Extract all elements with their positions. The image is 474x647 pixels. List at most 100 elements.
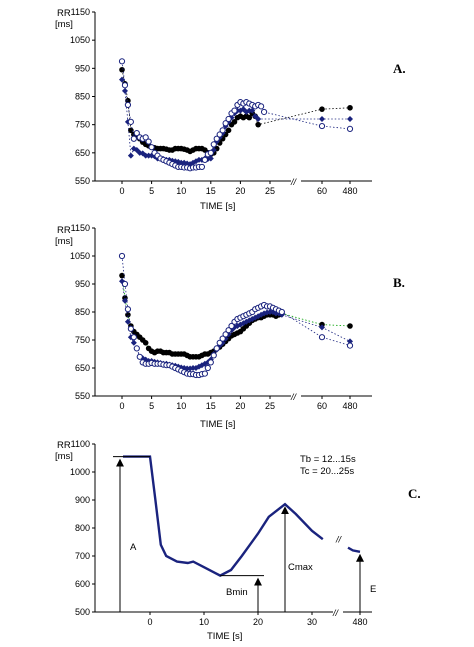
panel-a-plot-area: // 550 650 750 850 950 1050 1150 0 5 10 15 20 25 60 480 (70, 7, 372, 196)
panel-a-series-0-point (125, 97, 131, 104)
panel-b-xtick-label: 5 (149, 401, 154, 411)
panel-c-letter: C. (408, 486, 421, 501)
panel-a-series-2-point (225, 115, 232, 123)
panel-c-label-a: A (130, 542, 137, 553)
panel-c-ytick-label: 500 (75, 607, 90, 617)
panel-b-ytick-label: 1050 (70, 251, 90, 261)
panel-b-letter: B. (393, 275, 405, 290)
panel-a-series-2-point (142, 134, 149, 141)
panel-a-series-2-point (219, 127, 226, 134)
panel-b-series-2-point (225, 327, 232, 334)
panel-b-series-2-point (228, 322, 235, 330)
panel-a-axis-break: // (290, 177, 298, 187)
panel-a-series-1-point (127, 152, 134, 159)
panel-a-ytick-label: 1050 (70, 35, 90, 45)
panel-a-series-1-point (255, 116, 262, 123)
panel-b-series-2-point (278, 308, 285, 316)
panel-b-series-2-point (318, 334, 326, 341)
panel-a-series-2-point (127, 118, 134, 125)
panel-a-xtick-label: 5 (149, 186, 154, 196)
panel-b-ytick-label: 850 (75, 307, 90, 317)
panel-b-series-2-point (213, 345, 220, 352)
panel-c-curve (123, 455, 324, 577)
panel-a-series-2-point (148, 144, 155, 151)
panel-b-series-1-point (319, 324, 325, 331)
panel-a-ytick-label: 650 (75, 148, 90, 158)
panel-b-ytick-label: 750 (75, 335, 90, 345)
panel-c-curve-tail (347, 546, 361, 553)
panel-a-series-0-point (119, 66, 125, 73)
panel-b-series-2-point (130, 334, 137, 341)
panel-a-series-2-point (121, 82, 129, 89)
panel-a-series-0-point (347, 104, 353, 111)
panel-a-series-2-point (124, 101, 132, 109)
panel-a-xtick-label: 20 (235, 186, 245, 196)
panel-a-series-2-point (258, 103, 265, 110)
panel-a-series-0-point (319, 106, 325, 112)
panel-a-xtick-label: 15 (206, 186, 216, 196)
panel-c-xlabel: TIME [s] (207, 631, 242, 642)
panel-a-xlabel: TIME [s] (200, 201, 235, 212)
panel-b-series-1-point (124, 318, 131, 325)
panel-b-series-2-point (121, 280, 129, 288)
panel-a-xtick-label: 10 (176, 186, 186, 196)
panel-c-xtick-label: 0 (147, 617, 152, 627)
panel-c-ytick-label: 600 (75, 579, 90, 589)
panel-a: RR [ms] A. TIME [s] //550650750850950105… (55, 7, 406, 212)
panel-b-series-2-point (201, 370, 208, 377)
panel-b-series-2-point (118, 252, 126, 260)
panel-a-ytick-label: 850 (75, 92, 90, 102)
panel-c-axis-break: // (332, 608, 340, 618)
panel-a-series-1-point (319, 116, 325, 123)
panel-b-series-2-point (216, 339, 223, 346)
panel-b-xtick-label: 0 (119, 401, 124, 411)
panel-a-xtick-label: 480 (342, 186, 357, 196)
panel-b-ylabel-unit: [ms] (55, 236, 73, 247)
panel-a-ylabel-unit: [ms] (55, 19, 73, 30)
panel-c-ytick-label: 1000 (70, 467, 90, 477)
panel-b-series-2-point (219, 335, 226, 342)
panel-b-xtick-label: 480 (342, 401, 357, 411)
panel-b-xtick-label: 60 (317, 401, 327, 411)
panel-b-ytick-label: 550 (75, 391, 90, 401)
panel-b-ytick-label: 1150 (71, 223, 90, 233)
panel-a-series-2-point (201, 156, 208, 163)
panel-a-ytick-label: 1150 (71, 7, 90, 17)
panel-b-series-0-line (121, 275, 351, 358)
panel-a-series-2-point (318, 122, 326, 130)
panel-a-series-2-point (145, 138, 152, 145)
panel-a-series-1-point (119, 76, 125, 83)
panel-a-xtick-label: 25 (265, 186, 275, 196)
panel-c-ytick-label: 700 (75, 551, 90, 561)
panel-b-series-1-point (121, 297, 128, 304)
panel-c-xtick-label: 480 (352, 617, 367, 627)
panel-b-xlabel: TIME [s] (200, 419, 235, 430)
panel-a-series-2-point (130, 135, 137, 142)
panel-a-ytick-label: 550 (75, 176, 90, 186)
panel-c-ytick-label: 800 (75, 523, 90, 533)
panel-a-series-0-point (231, 119, 238, 125)
panel-b-series-2-point (124, 306, 132, 313)
panel-c-label-bmin: Bmin (226, 587, 248, 598)
panel-b-axis-break: // (290, 392, 298, 402)
panel-b-plot-area: // 550 650 750 850 950 1050 1150 0 5 10 15 20 25 60 480 (70, 223, 372, 411)
panel-a-series-0-point (246, 114, 253, 121)
panel-c-ylabel-unit: [ms] (55, 451, 73, 462)
panel-b-xtick-label: 15 (206, 401, 216, 411)
panel-c-ytick-label: 1100 (71, 439, 90, 449)
panel-a-ylabel-rr: RR (57, 8, 71, 19)
panel-a-series-0-point (225, 127, 232, 134)
panel-a-xtick-label: 60 (317, 186, 327, 196)
panel-b-series-2-point (222, 331, 229, 338)
panel-b-series-0-point (125, 312, 131, 318)
panel-b-series-2-point (210, 352, 217, 359)
panel-a-series-2-point (216, 131, 223, 138)
panel-c-xtick-label: 20 (253, 617, 263, 627)
panel-a-series-1-point (252, 113, 259, 120)
panel-b-series-0-point (142, 340, 149, 346)
panel-b: RR [ms] B. TIME [s] //550650750850950105… (55, 223, 405, 430)
panel-a-series-2-point (118, 58, 126, 65)
panel-b-xtick-label: 25 (265, 401, 275, 411)
panel-a-series-2-point (231, 107, 238, 114)
